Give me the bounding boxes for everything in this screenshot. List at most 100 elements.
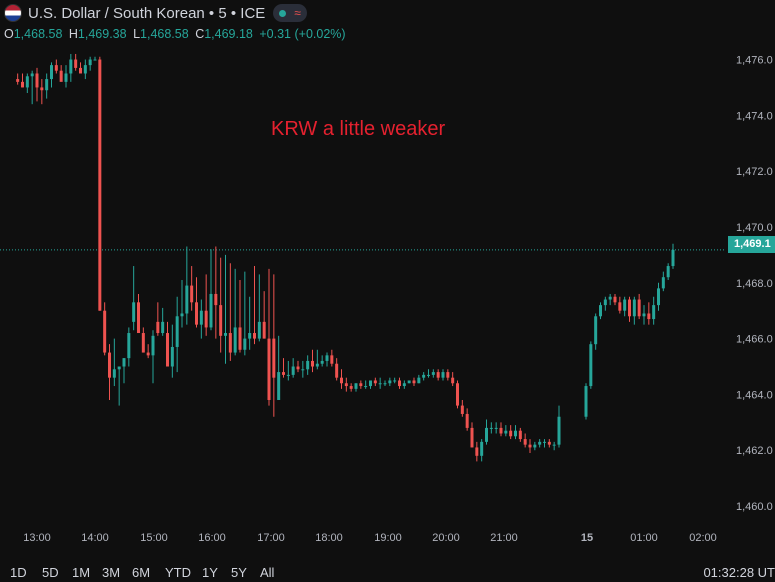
x-tick-label: 21:00: [490, 532, 518, 544]
candle-body: [112, 369, 116, 378]
candle-body: [103, 310, 107, 353]
candle-body: [599, 305, 602, 317]
candle-body: [523, 439, 527, 445]
candle-body: [301, 369, 305, 371]
x-tick-label: 16:00: [198, 532, 226, 544]
candle-body: [369, 380, 372, 387]
candle-body: [199, 310, 203, 325]
y-tick-label: 1,466.0: [736, 334, 773, 346]
candle-body: [623, 299, 627, 311]
candle-body: [209, 293, 213, 328]
candle-body: [137, 302, 140, 334]
candle-body: [306, 360, 310, 370]
candle-body: [388, 380, 392, 384]
range-ytd-button[interactable]: YTD: [165, 565, 191, 580]
y-tick-label: 1,468.0: [736, 278, 773, 290]
x-tick-label: 02:00: [689, 532, 717, 544]
candle-body: [40, 87, 44, 91]
x-tick-label: 18:00: [315, 532, 343, 544]
candle-body: [190, 285, 194, 303]
low-label: L: [133, 27, 141, 41]
candle-body: [315, 363, 319, 367]
y-tick-label: 1,472.0: [736, 166, 773, 178]
x-tick-label: 15:00: [140, 532, 168, 544]
candle-body: [652, 305, 656, 320]
candle-body: [69, 59, 73, 74]
candle-body: [79, 67, 82, 74]
candle-body: [282, 372, 285, 375]
x-tick-label: 01:00: [630, 532, 658, 544]
candle-body: [446, 372, 450, 378]
candle-body: [475, 447, 479, 456]
candle-body: [671, 249, 675, 267]
candle-body: [349, 386, 353, 389]
range-toolbar: 1D 5D 1M 3M 6M YTD 1Y 5Y All 01:32:28 UT: [0, 562, 775, 582]
range-all-button[interactable]: All: [260, 565, 275, 580]
x-tick-label: 20:00: [432, 532, 460, 544]
candle-body: [613, 296, 617, 303]
wave-icon: ≈: [294, 6, 301, 20]
candle-body: [657, 288, 660, 306]
candle-body: [431, 372, 435, 375]
candle-body: [552, 444, 556, 446]
range-5d-button[interactable]: 5D: [42, 565, 59, 580]
chart-annotation[interactable]: KRW a little weaker: [271, 118, 446, 140]
range-3m-button[interactable]: 3M: [102, 565, 121, 580]
candle-body: [272, 338, 276, 378]
range-6m-button[interactable]: 6M: [132, 565, 151, 580]
candle-body: [398, 380, 401, 387]
candle-body: [470, 427, 474, 448]
candle-body: [277, 372, 281, 400]
candle-body: [180, 313, 184, 317]
range-1d-button[interactable]: 1D: [10, 565, 27, 580]
candle-body: [594, 316, 598, 345]
candle-body: [373, 380, 377, 384]
candle-body: [88, 59, 92, 66]
candle-body: [45, 79, 49, 91]
candle-body: [98, 59, 102, 311]
candle-body: [436, 372, 440, 378]
candle-body: [344, 383, 348, 387]
candle-body: [647, 313, 651, 320]
candle-body: [489, 427, 493, 429]
candle-body: [122, 358, 126, 367]
candle-body: [480, 441, 484, 456]
candle-body: [528, 444, 532, 448]
candle-body: [30, 73, 34, 77]
candle-body: [533, 444, 537, 448]
x-tick-label: 19:00: [374, 532, 402, 544]
symbol-title-row: U.S. Dollar / South Korean • 5 • ICE ≈: [4, 4, 307, 22]
candle-body: [291, 366, 295, 375]
candle-body: [161, 321, 165, 334]
symbol-title[interactable]: U.S. Dollar / South Korean • 5 • ICE: [28, 4, 266, 22]
candle-body: [224, 333, 227, 336]
range-1y-button[interactable]: 1Y: [202, 565, 218, 580]
candle-body: [253, 333, 256, 339]
close-value: 1,469.18: [204, 27, 253, 41]
range-5y-button[interactable]: 5Y: [231, 565, 247, 580]
candle-body: [54, 65, 58, 71]
low-value: 1,468.58: [140, 27, 189, 41]
candle-body: [64, 73, 68, 82]
candle-body: [175, 316, 179, 347]
candle-body: [608, 296, 612, 300]
candle-body: [117, 366, 121, 370]
market-status-pill[interactable]: ≈: [273, 4, 307, 22]
range-1m-button[interactable]: 1M: [72, 565, 91, 580]
candle-body: [364, 386, 368, 388]
change-value: +0.31 (+0.02%): [259, 27, 346, 41]
candle-body: [407, 380, 411, 384]
candle-body: [132, 302, 136, 322]
candle-body: [412, 380, 416, 384]
utc-clock: 01:32:28 UT: [703, 565, 775, 580]
candle-body: [417, 377, 421, 384]
candle-body: [509, 430, 513, 437]
x-tick-label: 17:00: [257, 532, 285, 544]
open-label: O: [4, 27, 14, 41]
candle-body: [257, 321, 261, 339]
candle-body: [354, 383, 358, 389]
candle-body: [296, 366, 300, 370]
candle-body: [248, 333, 252, 339]
candle-body: [543, 441, 546, 443]
